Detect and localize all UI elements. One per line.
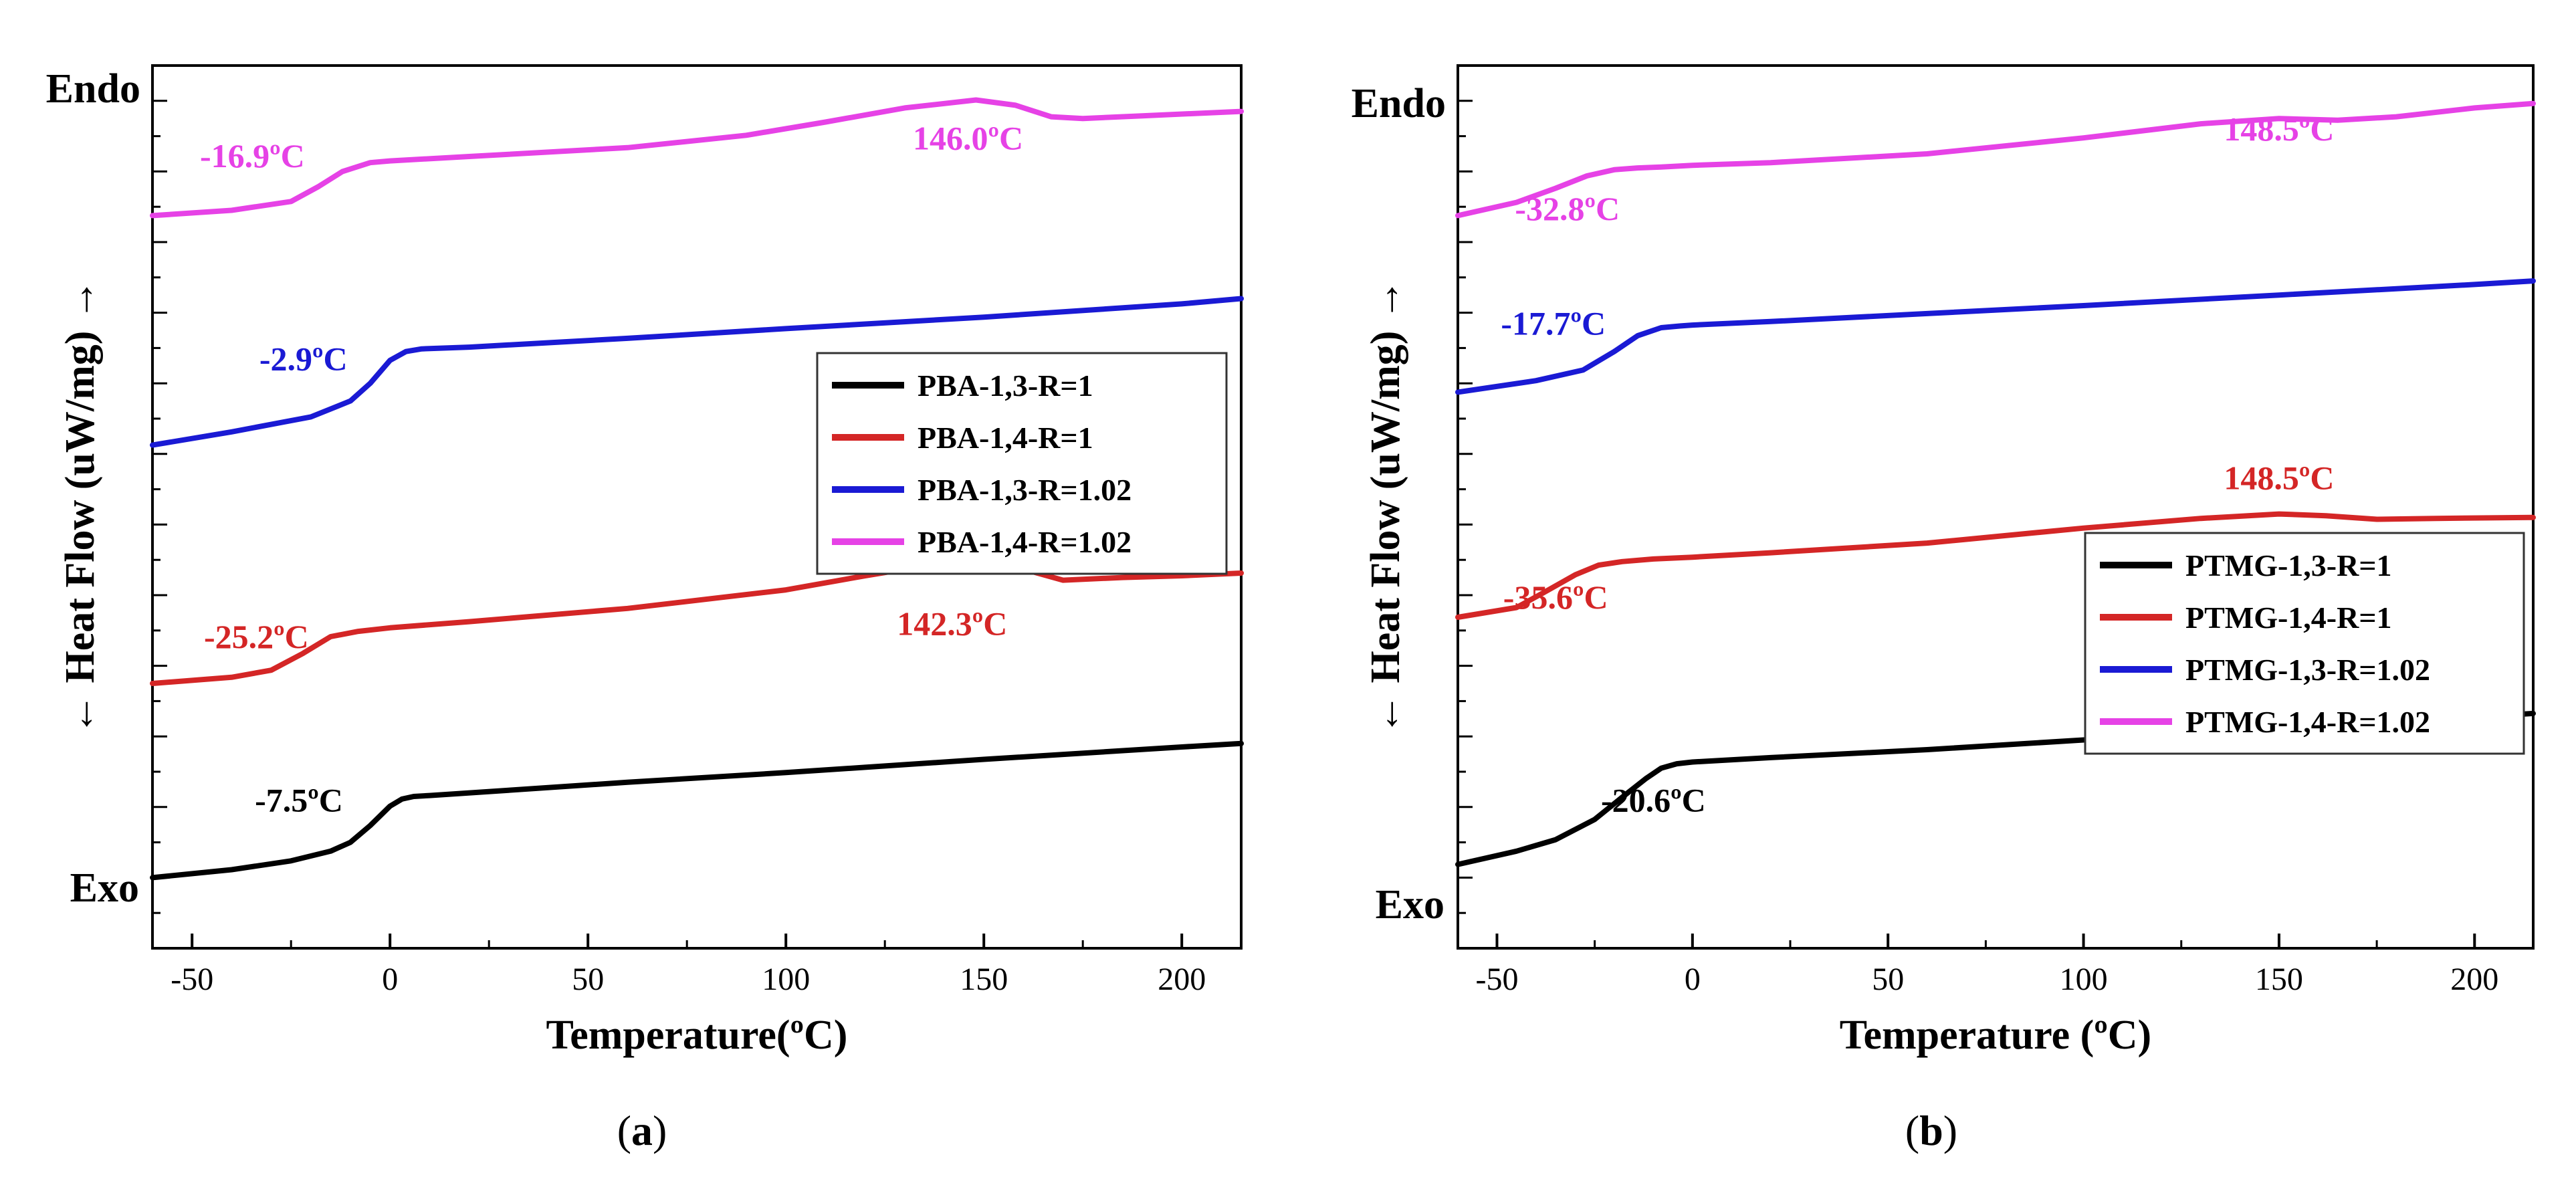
x-tick-label-b: -50 <box>1475 962 1518 997</box>
series-line-pba-1-3-r-1 <box>150 740 1244 881</box>
annotation-146-0-c: 146.0ºC <box>913 119 1023 156</box>
annotation-148-5-c: 148.5ºC <box>2224 110 2334 148</box>
legend-a: PBA-1,3-R=1 PBA-1,4-R=1 PBA-1,3-R=1.02 PBA-… <box>816 352 1228 575</box>
caption-letter: b <box>1919 1107 1943 1154</box>
legend-b: PTMG-1,3-R=1 PTMG-1,4-R=1 PTMG-1,3-R=1.02 P… <box>2084 532 2525 755</box>
annotation-2-9-c: -2.9ºC <box>259 340 348 377</box>
caption-close-paren: ) <box>1943 1107 1957 1154</box>
legend-box-b <box>2084 532 2525 755</box>
x-tick-label-b: 50 <box>1872 962 1904 997</box>
x-tick-label-a: 50 <box>572 962 604 997</box>
annotation-148-5-c: 148.5ºC <box>2224 459 2334 497</box>
x-tick-label-a: -50 <box>171 962 213 997</box>
x-tick-label-a: 150 <box>960 962 1008 997</box>
x-tick-label-b: 200 <box>2450 962 2498 997</box>
caption-letter: a <box>631 1107 653 1154</box>
legend-entry-pba-1-4-r-1: PBA-1,4-R=1 <box>918 421 1093 455</box>
caption-open-paren: ( <box>1905 1107 1919 1154</box>
annotation-35-6-c: -35.6ºC <box>1503 578 1608 616</box>
plot-frame-a <box>151 64 1243 950</box>
annotation-25-2-c: -25.2ºC <box>204 618 309 655</box>
chart-panel-b: -50 0 50 100 150 200 Temperature (ºC) ← Heat Fl… <box>1352 64 2536 1154</box>
series-line-ptmg-1-4-r-1 <box>1455 511 2536 620</box>
chart-panel-a: -50 0 50 100 150 200 Temperature(ºC) ← Heat Flo… <box>46 64 1244 1154</box>
annotation-20-6-c: -20.6ºC <box>1601 781 1706 819</box>
exo-label-a: Exo <box>70 865 139 911</box>
caption-open-paren: ( <box>617 1107 631 1154</box>
legend-entry-pba-1-3-r-1: PBA-1,3-R=1 <box>918 368 1093 403</box>
plot-frame-b <box>1457 64 2535 950</box>
y-axis-title-a: ← Heat Flow (uW/mg) → <box>58 279 103 735</box>
legend-entry-pba-1-3-r-1-02: PBA-1,3-R=1.02 <box>918 473 1132 507</box>
legend-entry-ptmg-1-3-r-1: PTMG-1,3-R=1 <box>2185 548 2392 582</box>
legend-entry-ptmg-1-4-r-1: PTMG-1,4-R=1 <box>2185 601 2392 635</box>
x-tick-label-b: 0 <box>1685 962 1701 997</box>
x-axis-title-b: Temperature (ºC) <box>1840 1012 2151 1058</box>
endo-label-b: Endo <box>1352 81 1446 126</box>
y-axis-title-b: ← Heat Flow (uW/mg) → <box>1363 279 1408 735</box>
caption-close-paren: ) <box>653 1107 667 1154</box>
series-line-pba-1-4-r-1-02 <box>150 97 1244 219</box>
series-line-ptmg-1-4-r-1-02 <box>1455 100 2536 219</box>
panel-caption-a: (a) <box>617 1107 667 1154</box>
x-tick-label-a: 200 <box>1158 962 1206 997</box>
panel-caption-b: (b) <box>1905 1107 1957 1154</box>
x-tick-label-b: 100 <box>2060 962 2108 997</box>
annotation-32-8-c: -32.8ºC <box>1515 190 1620 227</box>
legend-entry-ptmg-1-4-r-1-02: PTMG-1,4-R=1.02 <box>2185 705 2430 739</box>
annotation-17-7-c: -17.7ºC <box>1501 305 1606 342</box>
legend-entry-pba-1-4-r-1-02: PBA-1,4-R=1.02 <box>918 525 1132 559</box>
annotation-16-9-c: -16.9ºC <box>200 137 305 175</box>
exo-label-b: Exo <box>1376 882 1444 928</box>
x-tick-label-b: 150 <box>2255 962 2303 997</box>
legend-entry-ptmg-1-3-r-1-02: PTMG-1,3-R=1.02 <box>2185 653 2430 687</box>
series-line-ptmg-1-3-r-1-02 <box>1455 278 2536 395</box>
series-line-pba-1-4-r-1 <box>150 560 1244 686</box>
x-tick-label-a: 0 <box>382 962 398 997</box>
series-line-pba-1-3-r-1-02 <box>150 296 1244 448</box>
x-tick-label-a: 100 <box>762 962 810 997</box>
endo-label-a: Endo <box>46 66 140 112</box>
annotation-142-3-c: 142.3ºC <box>897 605 1007 642</box>
legend-box-a <box>816 352 1228 575</box>
x-axis-title-a: Temperature(ºC) <box>546 1012 848 1058</box>
annotation-7-5-c: -7.5ºC <box>255 781 343 819</box>
